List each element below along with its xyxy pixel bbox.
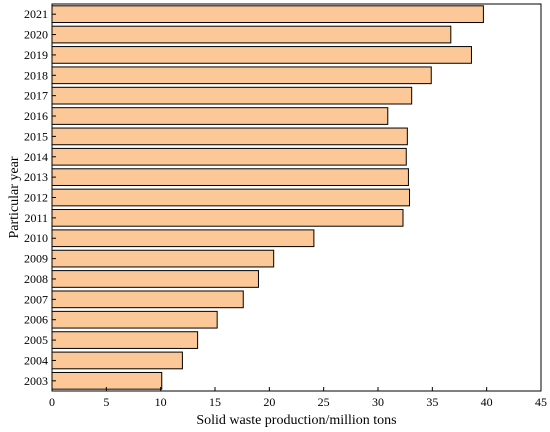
x-tick-label: 40: [481, 395, 493, 409]
y-tick-label: 2013: [24, 170, 48, 184]
bar-2021: [51, 5, 484, 24]
x-tick-label: 25: [318, 395, 330, 409]
bar-2004: [51, 351, 183, 370]
x-axis-ticks: 0 5 10 15 20 25 30 35 40 45: [49, 387, 547, 409]
bars-group: [51, 5, 484, 390]
plot-frame: [51, 3, 542, 392]
x-tick-label: 20: [263, 395, 275, 409]
y-tick-label: 2003: [24, 374, 48, 388]
bar-2019: [51, 46, 472, 64]
x-axis-title: Solid waste production/million tons: [196, 413, 396, 428]
x-tick-label: 15: [209, 395, 221, 409]
y-tick-label: 2019: [24, 48, 48, 62]
bar-2015: [51, 127, 408, 146]
bar-2010: [51, 229, 315, 248]
y-tick-label: 2005: [24, 333, 48, 347]
bar-2018: [51, 66, 432, 85]
x-tick-label: 45: [535, 395, 547, 409]
y-tick-label: 2018: [24, 68, 48, 82]
y-axis-ticks: 2021 2020 2019 2018 2017 2016 2015 2014 2013 2012…: [24, 7, 56, 388]
bar-2006: [51, 310, 218, 329]
bar-2011: [51, 209, 404, 227]
y-tick-label: 2007: [24, 292, 48, 306]
y-tick-label: 2016: [24, 109, 48, 123]
bar-2012: [51, 188, 411, 207]
bar-2003: [51, 371, 163, 390]
bar-2013: [51, 168, 409, 186]
x-tick-label: 0: [49, 395, 55, 409]
y-tick-label: 2020: [24, 28, 48, 42]
y-tick-label: 2014: [24, 150, 48, 164]
y-tick-label: 2017: [24, 89, 48, 103]
y-tick-label: 2021: [24, 7, 48, 21]
y-tick-label: 2004: [24, 353, 48, 367]
bar-2017: [51, 86, 413, 105]
bar-2008: [51, 270, 259, 288]
bar-2009: [51, 249, 275, 268]
y-tick-label: 2006: [24, 313, 48, 327]
bar-2005: [51, 331, 199, 349]
y-tick-label: 2009: [24, 252, 48, 266]
x-tick-label: 30: [372, 395, 384, 409]
y-tick-label: 2012: [24, 191, 48, 205]
y-tick-label: 2008: [24, 272, 48, 286]
bar-2014: [51, 147, 407, 166]
bar-2016: [51, 107, 389, 125]
x-tick-label: 35: [426, 395, 438, 409]
y-tick-label: 2011: [24, 211, 48, 225]
x-tick-label: 10: [155, 395, 167, 409]
x-tick-label: 5: [103, 395, 109, 409]
y-tick-label: 2010: [24, 231, 48, 245]
y-tick-label: 2015: [24, 129, 48, 143]
y-axis-title: Particular year: [7, 156, 22, 238]
bar-2020: [51, 25, 452, 44]
bar-2007: [51, 290, 244, 309]
